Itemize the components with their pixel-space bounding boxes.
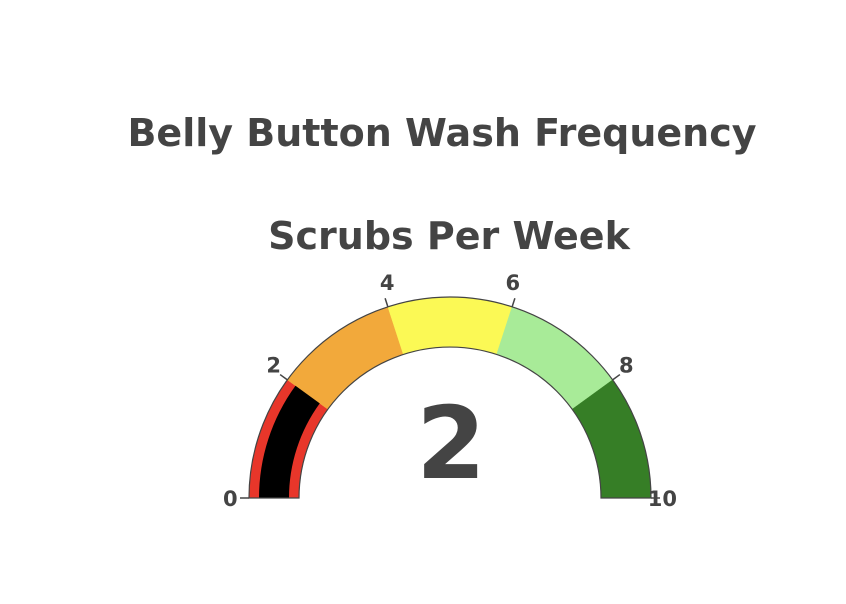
gauge-step-2 — [387, 296, 513, 355]
gauge-tick-mark-1 — [279, 373, 288, 381]
gauge-tick-label-2: 4 — [380, 271, 395, 295]
gauge-tick-label-3: 6 — [506, 271, 521, 295]
gauge-outline — [248, 296, 652, 499]
gauge-tick-label-1: 2 — [266, 354, 281, 378]
gauge-ticks: 0 2 4 6 8 10 — [223, 271, 677, 511]
gauge-tick-label-0: 0 — [223, 487, 238, 511]
gauge-border — [248, 296, 652, 499]
chart-title: Belly Button Wash Frequency — [127, 111, 756, 155]
gauge-value: 2 — [416, 385, 486, 502]
gauge-tick-mark-3 — [511, 298, 516, 308]
chart-subtitle: Scrubs Per Week — [268, 214, 630, 258]
gauge-tick-mark-4 — [612, 373, 621, 381]
gauge-value-bar — [259, 385, 320, 498]
gauge-tick-label-4: 8 — [619, 354, 634, 378]
gauge-tick-mark-2 — [384, 298, 389, 308]
gauge-bar — [259, 385, 320, 498]
gauge-tick-label-5: 10 — [648, 487, 677, 511]
